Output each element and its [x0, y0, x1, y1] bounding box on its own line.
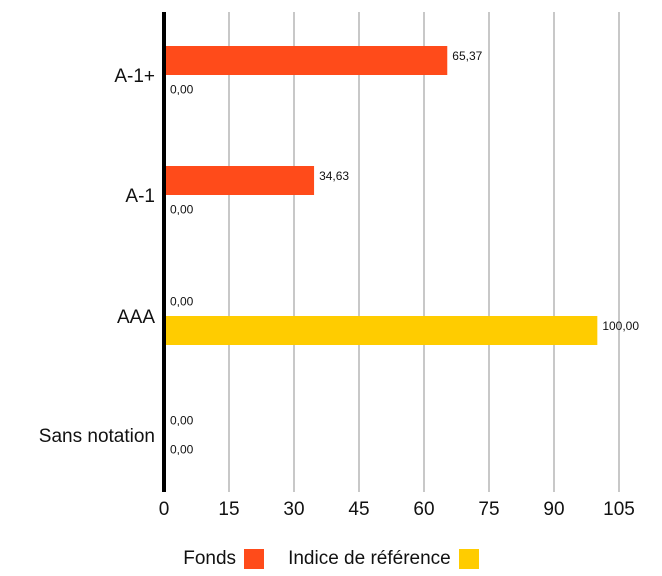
data-label: 65,37	[452, 49, 482, 63]
data-label: 0,00	[170, 203, 194, 217]
legend-label-fonds: Fonds	[183, 548, 237, 569]
category-label: A-1	[125, 186, 155, 207]
data-label: 0,00	[170, 83, 194, 97]
x-tick-label: 45	[348, 499, 369, 520]
data-label: 100,00	[602, 319, 639, 333]
x-tick-label: 105	[603, 499, 635, 520]
bar-chart: 0 15 30 45 60 75 90 105 A-1+ A-1 AAA Sans notation 6…	[39, 12, 639, 520]
legend-swatch-indice	[458, 549, 479, 569]
bar-indice	[164, 316, 598, 345]
data-label: 0,00	[170, 414, 194, 428]
x-tick-label: 15	[218, 499, 239, 520]
data-label: 0,00	[170, 443, 194, 457]
x-tick-label: 0	[159, 499, 170, 520]
bar-fonds	[164, 46, 448, 75]
category-label: AAA	[117, 307, 155, 328]
category-label: Sans notation	[39, 426, 155, 447]
legend-swatch-fonds	[244, 549, 265, 569]
legend-item-fonds: Fonds	[183, 548, 265, 570]
bar-fonds	[164, 166, 315, 195]
category-label: A-1+	[114, 66, 155, 87]
data-label: 0,00	[170, 295, 194, 309]
x-tick-label: 30	[283, 499, 304, 520]
data-label: 34,63	[319, 169, 349, 183]
legend-item-indice: Indice de référence	[288, 548, 479, 570]
x-tick-label: 60	[413, 499, 434, 520]
legend: Fonds Indice de référence	[0, 548, 662, 570]
x-tick-label: 90	[543, 499, 564, 520]
x-tick-label: 75	[478, 499, 499, 520]
legend-label-indice: Indice de référence	[288, 548, 451, 569]
